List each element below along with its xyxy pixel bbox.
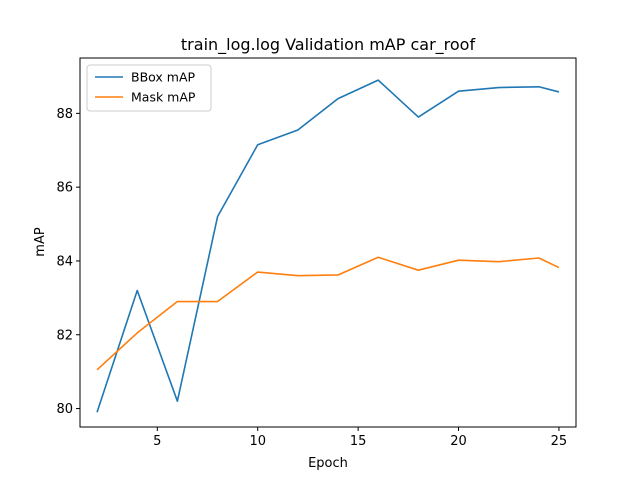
plot-frame — [79, 57, 577, 428]
x-tick-label: 5 — [153, 434, 161, 449]
legend: BBox mAP Mask mAP — [86, 64, 212, 112]
y-axis-label: mAP — [33, 227, 48, 257]
y-tick-label: 82 — [56, 328, 73, 343]
y-tick-label: 80 — [56, 402, 73, 417]
series-line-bbox-map — [96, 79, 560, 413]
x-tick-label: 10 — [249, 434, 266, 449]
chart-title: train_log.log Validation mAP car_roof — [181, 35, 476, 55]
series-line-mask-map — [96, 256, 560, 371]
legend-label: BBox mAP — [131, 70, 196, 85]
x-tick-label: 15 — [350, 434, 367, 449]
legend-label: Mask mAP — [131, 90, 196, 105]
y-tick-label: 88 — [56, 107, 73, 122]
y-tick-label: 84 — [56, 254, 73, 269]
x-tick-label: 25 — [551, 434, 568, 449]
x-axis-label: Epoch — [308, 456, 348, 471]
x-tick-label: 20 — [450, 434, 467, 449]
y-tick-label: 86 — [56, 181, 73, 196]
